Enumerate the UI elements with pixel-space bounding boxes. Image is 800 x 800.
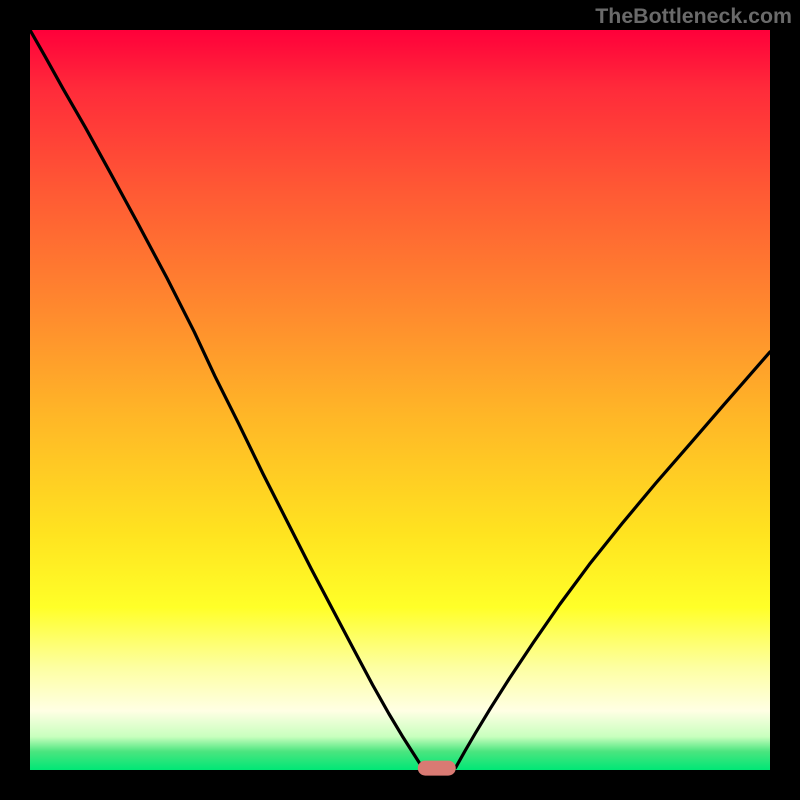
optimum-marker	[418, 760, 456, 775]
chart-container: TheBottleneck.com	[0, 0, 800, 800]
watermark-text: TheBottleneck.com	[595, 4, 792, 29]
plot-area	[30, 30, 770, 770]
gradient-background	[30, 30, 770, 770]
